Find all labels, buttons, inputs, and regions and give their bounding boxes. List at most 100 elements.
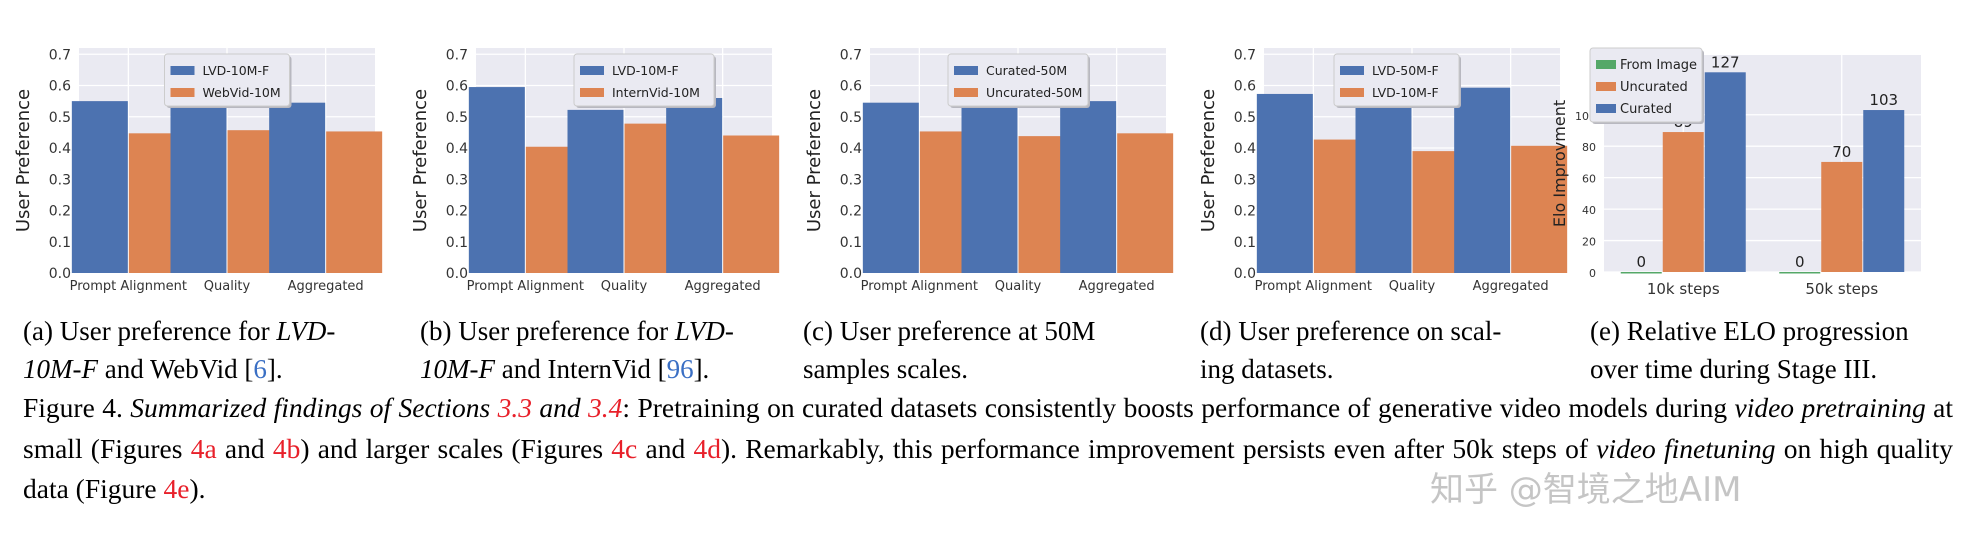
y-tick-label: 0.3 <box>1234 172 1256 188</box>
caption-text: (e) Relative ELO progression <box>1590 316 1909 346</box>
legend-swatch <box>580 66 604 75</box>
y-tick-label: 0.2 <box>840 204 862 220</box>
y-axis-label: User Preference <box>13 89 34 232</box>
legend-swatch <box>1596 104 1616 113</box>
y-tick-label: 0.6 <box>49 79 71 95</box>
y-tick-label: 80 <box>1582 141 1596 154</box>
x-tick-label: 50k steps <box>1805 280 1878 298</box>
legend-swatch <box>1596 60 1616 69</box>
y-tick-label: 0.4 <box>1234 141 1256 157</box>
legend: LVD-10M-F InternVid-10M <box>573 53 716 108</box>
y-axis-label: User Preference <box>1198 89 1219 232</box>
caption-text: samples scales. <box>803 354 968 384</box>
subcaption-d: (d) User preference on scal-ing datasets… <box>1200 312 1501 388</box>
reference-link[interactable]: 4d <box>693 432 721 464</box>
legend-label: Uncurated-50M <box>986 85 1082 100</box>
legend-label: LVD-50M-F <box>1372 63 1439 78</box>
reference-link[interactable]: 3.4 <box>588 392 623 423</box>
y-tick-label: 40 <box>1582 204 1596 217</box>
legend-swatch <box>170 88 195 97</box>
x-tick-label: Quality <box>204 279 251 294</box>
reference-link[interactable]: 4c <box>611 432 638 464</box>
data-label: 70 <box>1832 143 1851 161</box>
bar-curated <box>1863 110 1905 273</box>
caption-text: (b) User preference for <box>420 316 675 346</box>
bar-lvd-50m-f <box>1256 93 1313 273</box>
y-tick-label: 0 <box>1589 267 1596 280</box>
caption-text: ing datasets. <box>1200 354 1334 384</box>
caption-text: over time during Stage III. <box>1590 354 1878 384</box>
subcaption-c: (c) User preference at 50M samples scales… <box>803 312 1095 388</box>
reference-link[interactable]: 4e <box>163 473 190 504</box>
caption-text: ]. <box>693 354 710 384</box>
caption-text: and InternVid [ <box>494 354 667 384</box>
y-tick-label: 0.0 <box>840 266 862 282</box>
x-tick-label: Aggregated <box>685 279 761 294</box>
caption-text: ). Remarkably, this performance improvem… <box>720 432 1597 464</box>
legend-label: InternVid-10M <box>612 85 700 100</box>
x-tick-label: Aggregated <box>1473 279 1549 294</box>
legend-swatch <box>1340 88 1364 97</box>
legend: Curated-50M Uncurated-50M <box>947 53 1090 108</box>
data-label: 0 <box>1795 253 1805 271</box>
caption-text: (c) User preference at 50M <box>803 316 1096 346</box>
reference-link[interactable]: 96 <box>666 354 694 384</box>
y-tick-label: 0.0 <box>49 266 71 282</box>
legend-box <box>164 53 290 107</box>
reference-link[interactable]: 4b <box>272 432 301 464</box>
bar-from-image <box>1620 272 1662 274</box>
data-label: 103 <box>1869 91 1898 109</box>
y-tick-label: 0.2 <box>1234 204 1256 220</box>
legend: From Image Uncurated Curated <box>1589 47 1704 124</box>
bar-lvd-10m-f <box>170 104 227 273</box>
y-axis-label: User Preference <box>804 89 825 232</box>
figure-caption: Figure 4. Summarized findings of Section… <box>23 388 1953 510</box>
caption-text: 10M-F <box>23 354 98 384</box>
reference-link[interactable]: 4a <box>190 432 217 464</box>
bar-uncurated <box>1821 161 1863 272</box>
bar-curated-50m <box>1060 101 1117 273</box>
legend-swatch <box>170 66 195 75</box>
reference-link[interactable]: 6 <box>253 354 267 384</box>
bar-lvd-10m-f <box>468 87 525 273</box>
x-tick-label: 10k steps <box>1647 280 1720 298</box>
bar-lvd-10m-f <box>666 98 723 273</box>
caption-text: video finetuning <box>1596 432 1776 464</box>
x-tick-label: Quality <box>995 279 1042 294</box>
y-tick-label: 0.5 <box>49 110 71 126</box>
bar-lvd-10m-f <box>269 102 326 273</box>
data-label: 0 <box>1636 253 1646 271</box>
subcaption-e: (e) Relative ELO progression over time du… <box>1590 312 1909 388</box>
bar-lvd-50m-f <box>1454 87 1511 273</box>
legend-box <box>1333 53 1460 107</box>
y-tick-label: 0.1 <box>49 235 71 251</box>
legend-label: Uncurated <box>1620 80 1688 95</box>
bar-from-image <box>1779 272 1821 274</box>
legend-label: LVD-10M-F <box>1372 85 1439 100</box>
legend-swatch <box>954 66 978 75</box>
caption-text: LVD- <box>276 316 336 346</box>
caption-text: ]. <box>266 354 283 384</box>
caption-text: and WebVid [ <box>97 354 254 384</box>
y-tick-label: 0.2 <box>49 204 71 220</box>
bar-webvid-10m <box>326 131 383 273</box>
reference-link[interactable]: 3.3 <box>497 392 532 423</box>
bar-curated-50m <box>961 98 1018 273</box>
caption-text: and <box>216 432 273 464</box>
x-tick-label: Prompt Alignment <box>70 279 187 294</box>
legend-box <box>1589 47 1703 123</box>
chart-b: 0.0 0.1 0.2 0.3 0.4 0.5 0.6 0.7 Prompt Alignment… <box>410 47 780 294</box>
y-tick-label: 0.4 <box>446 141 468 157</box>
y-tick-label: 0.2 <box>446 204 468 220</box>
y-tick-label: 0.1 <box>446 235 468 251</box>
caption-text: Figure 4. <box>23 392 131 423</box>
x-tick-label: Prompt Alignment <box>861 279 978 294</box>
legend-label: From Image <box>1620 58 1697 73</box>
x-tick-label: Prompt Alignment <box>1255 279 1372 294</box>
caption-text: LVD- <box>674 316 734 346</box>
chart-c: 0.0 0.1 0.2 0.3 0.4 0.5 0.6 0.7 Prompt Alignment… <box>804 47 1174 294</box>
y-tick-label: 60 <box>1582 173 1596 186</box>
x-tick-label: Aggregated <box>288 279 364 294</box>
chart-d: 0.0 0.1 0.2 0.3 0.4 0.5 0.6 0.7 Prompt Alignment… <box>1198 47 1568 294</box>
